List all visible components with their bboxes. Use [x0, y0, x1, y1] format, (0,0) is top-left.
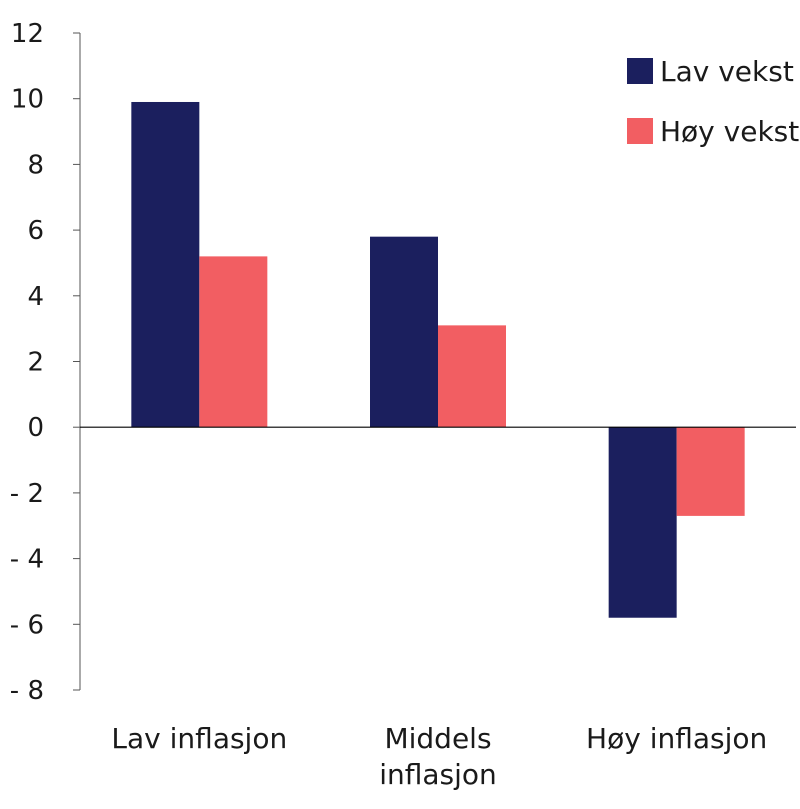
legend-swatch [627, 58, 653, 84]
x-category-label: Middels [384, 722, 491, 755]
y-tick-label: 2 [27, 348, 44, 378]
y-tick-label: 8 [27, 150, 44, 180]
y-axis: 12 10 8 6 4 2 0 - 2 - 4 - 6 - 8 [10, 19, 81, 706]
bar-hoy-vekst-3 [676, 427, 745, 516]
y-tick-label: - 8 [10, 676, 44, 706]
legend-label: Lav vekst [660, 55, 794, 88]
y-tick-label: 12 [11, 19, 44, 49]
y-tick-label: 0 [27, 413, 44, 443]
x-category-label: Lav inflasjon [111, 722, 287, 755]
y-tick-label: 10 [11, 85, 44, 115]
bar-lav-vekst-3 [608, 427, 677, 618]
x-category-label: Høy inflasjon [586, 722, 767, 755]
bar-lav-vekst-2 [370, 236, 438, 428]
legend: Lav vekst Høy vekst [627, 55, 799, 148]
legend-label: Høy vekst [660, 115, 799, 148]
bars [131, 101, 745, 618]
bar-lav-vekst-1 [131, 101, 200, 428]
legend-swatch [627, 118, 653, 144]
bar-hoy-vekst-1 [199, 256, 268, 428]
y-tick-label: - 4 [10, 545, 44, 575]
bar-hoy-vekst-2 [438, 325, 506, 428]
y-tick-label: 4 [27, 282, 44, 312]
y-tick-label: 6 [27, 216, 44, 246]
y-tick-label: - 2 [10, 479, 44, 509]
x-category-label: inflasjon [379, 758, 497, 791]
y-tick-label: - 6 [10, 610, 44, 640]
